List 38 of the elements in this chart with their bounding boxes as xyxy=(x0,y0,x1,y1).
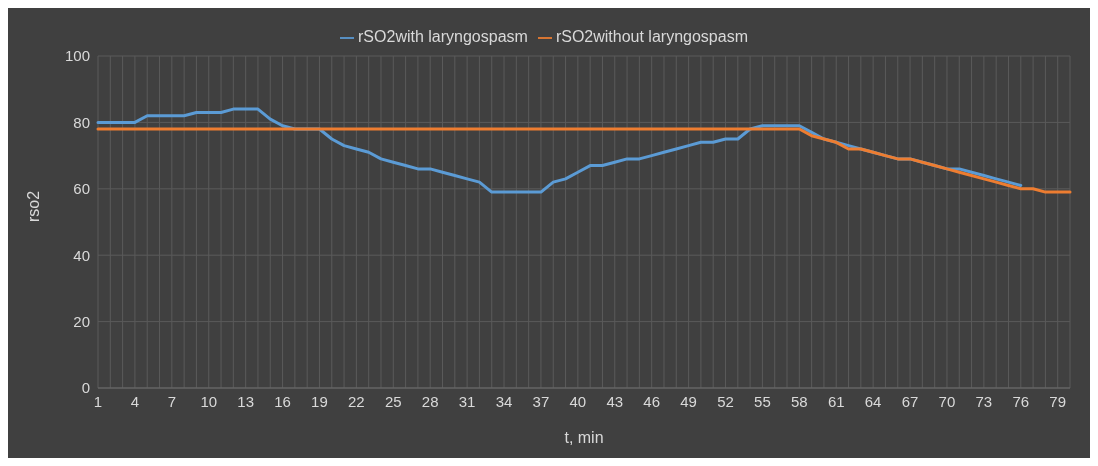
x-tick-label: 40 xyxy=(569,392,587,410)
y-tick-label: 20 xyxy=(73,312,90,330)
x-tick-label: 64 xyxy=(864,392,882,410)
x-tick-label: 73 xyxy=(975,392,993,410)
x-tick-label: 1 xyxy=(93,392,103,410)
x-tick-label: 4 xyxy=(130,392,140,410)
x-tick-label: 49 xyxy=(680,392,697,410)
x-tick-label: 25 xyxy=(384,392,402,410)
line-series xyxy=(96,127,1072,194)
x-tick-label: 43 xyxy=(606,392,624,410)
x-tick-label: 67 xyxy=(901,392,919,410)
x-tick-label: 70 xyxy=(938,392,956,410)
x-tick-label: 55 xyxy=(754,392,771,410)
y-tick-label: 100 xyxy=(64,47,90,65)
x-tick-label: 31 xyxy=(458,392,476,410)
x-axis-title: t, min xyxy=(564,429,604,446)
x-tick-label: 10 xyxy=(200,392,218,410)
x-tick-label: 58 xyxy=(790,392,808,410)
y-tick-label: 0 xyxy=(81,379,90,397)
x-tick-label: 34 xyxy=(495,392,513,410)
x-tick-label: 19 xyxy=(311,392,328,410)
x-tick-label: 22 xyxy=(348,392,365,410)
x-tick-label: 7 xyxy=(167,392,176,410)
x-tick-label: 79 xyxy=(1049,392,1067,410)
legend-label: rSO2with laryngospasm xyxy=(358,28,528,45)
x-tick-label: 16 xyxy=(274,392,291,410)
x-tick-label: 28 xyxy=(421,392,439,410)
x-tick-label: 52 xyxy=(717,392,734,410)
x-tick-label: 46 xyxy=(643,392,661,410)
y-tick-label: 60 xyxy=(73,180,90,198)
x-tick-label: 76 xyxy=(1012,392,1030,410)
y-axis-title: rso2 xyxy=(24,190,42,222)
x-tick-label: 61 xyxy=(827,392,845,410)
y-tick-label: 40 xyxy=(73,246,90,264)
x-tick-label: 13 xyxy=(237,392,254,410)
x-tick-label: 37 xyxy=(532,392,550,410)
legend-label: rSO2without laryngospasm xyxy=(555,28,748,45)
y-tick-label: 80 xyxy=(73,113,90,131)
